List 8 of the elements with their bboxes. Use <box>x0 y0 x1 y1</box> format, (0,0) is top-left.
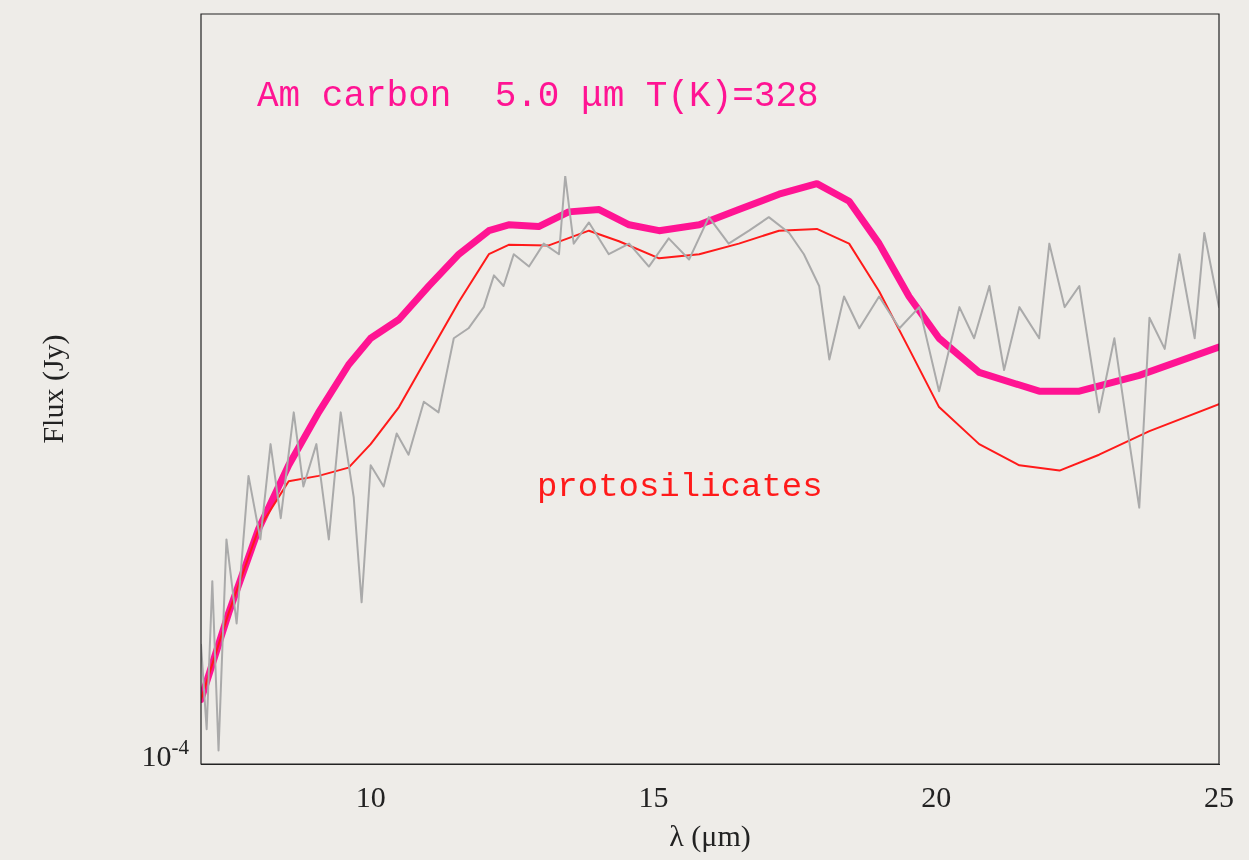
x-tick-label: 15 <box>638 779 669 813</box>
x-tick-label: 10 <box>355 779 386 813</box>
x-axis-title: λ (μm) <box>669 818 751 853</box>
series-label: Am carbon 5.0 μm T(K)=328 <box>256 76 819 118</box>
x-tick-label: 25 <box>1204 779 1234 813</box>
x-tick-label: 20 <box>921 779 952 813</box>
y-axis-title: Flux (Jy) <box>35 334 70 444</box>
text: protosilicates <box>536 467 823 506</box>
